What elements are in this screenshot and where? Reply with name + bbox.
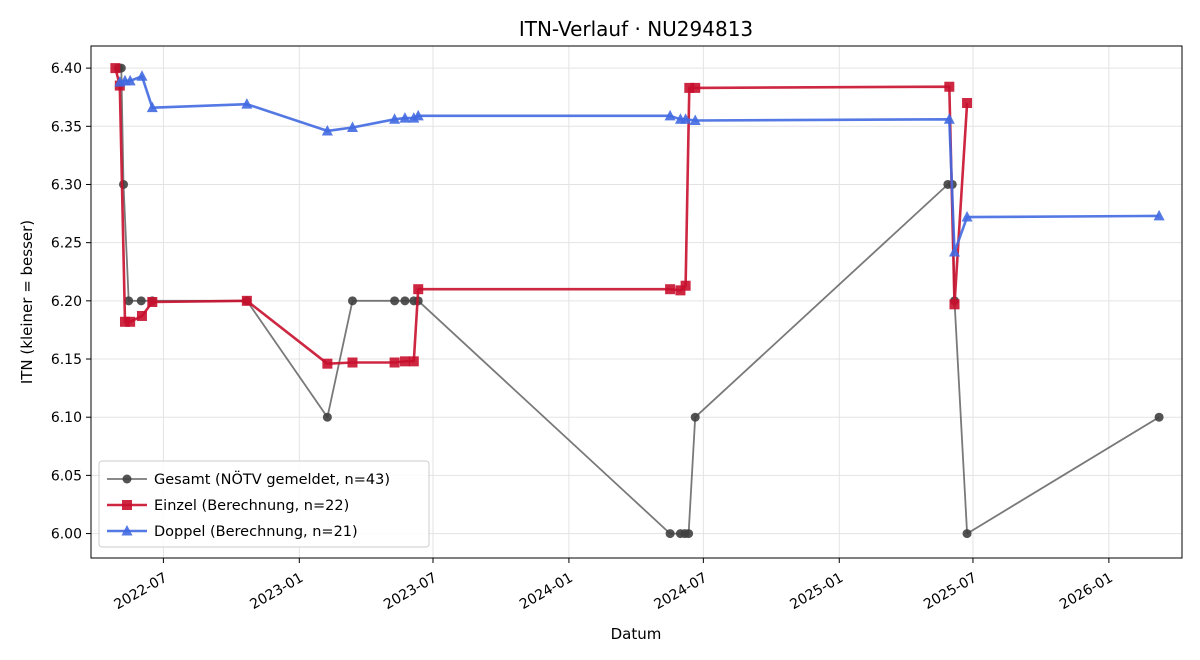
data-point-einzel xyxy=(684,82,695,93)
y-axis-label: ITN (kleiner = besser) xyxy=(18,220,36,384)
data-point-gesamt xyxy=(684,529,694,539)
data-point-einzel xyxy=(665,284,676,295)
grid xyxy=(91,46,1182,558)
data-point-doppel xyxy=(389,113,401,124)
data-point-einzel xyxy=(949,299,960,310)
series-line-doppel xyxy=(119,75,1160,254)
data-point-gesamt xyxy=(347,296,357,306)
data-point-gesamt xyxy=(322,412,332,422)
y-tick-label: 6.05 xyxy=(51,468,82,484)
data-point-gesamt xyxy=(124,296,134,306)
legend-item-gesamt: Gesamt (NÖTV gemeldet, n=43) xyxy=(107,470,390,488)
x-axis-label: Datum xyxy=(611,625,662,643)
data-point-gesamt xyxy=(136,296,146,306)
plot-frame xyxy=(90,45,1183,559)
legend-label-doppel: Doppel (Berechnung, n=21) xyxy=(154,524,358,540)
data-point-doppel xyxy=(146,101,158,113)
series-doppel xyxy=(114,70,1165,257)
chart-title: ITN-Verlauf · NU294813 xyxy=(519,17,753,41)
data-point-doppel xyxy=(412,109,424,121)
data-point-gesamt xyxy=(400,296,410,306)
y-tick-label: 6.00 xyxy=(51,527,82,543)
data-point-einzel xyxy=(408,356,419,367)
data-point-einzel xyxy=(322,358,333,369)
data-point-einzel xyxy=(110,63,121,74)
y-tick-label: 6.25 xyxy=(51,236,82,252)
data-point-einzel xyxy=(413,284,424,295)
data-point-einzel xyxy=(125,316,136,327)
data-point-einzel xyxy=(962,98,973,109)
legend-box xyxy=(98,460,430,548)
legend-label-gesamt: Gesamt (NÖTV gemeldet, n=43) xyxy=(154,470,390,488)
series-gesamt xyxy=(113,63,1164,539)
data-point-doppel xyxy=(321,124,333,136)
data-point-gesamt xyxy=(690,412,700,422)
data-point-einzel xyxy=(944,81,955,92)
data-point-einzel xyxy=(680,280,691,291)
data-point-gesamt xyxy=(119,179,129,189)
y-tick-label: 6.35 xyxy=(51,119,82,135)
data-point-doppel xyxy=(948,245,960,257)
data-point-doppel xyxy=(1153,209,1165,221)
data-point-einzel xyxy=(347,357,358,368)
y-axis: 6.00 6.05 6.10 6.15 6.20 6.25 6.30 6.35 6.40 xyxy=(51,61,91,543)
legend-label-einzel: Einzel (Berechnung, n=22) xyxy=(154,498,349,514)
y-tick-label: 6.30 xyxy=(51,177,82,193)
legend-marker-doppel xyxy=(121,525,133,536)
y-tick-label: 6.10 xyxy=(51,410,82,426)
data-point-einzel xyxy=(675,285,686,296)
data-point-einzel xyxy=(690,82,701,93)
data-point-gesamt xyxy=(962,529,972,539)
data-point-doppel xyxy=(664,109,676,121)
data-point-gesamt xyxy=(1154,412,1164,422)
series-layer xyxy=(110,63,1165,539)
data-point-doppel xyxy=(680,113,692,124)
y-tick-label: 6.20 xyxy=(51,294,82,310)
legend-marker-gesamt xyxy=(122,474,132,484)
data-point-einzel xyxy=(119,316,130,327)
data-point-einzel xyxy=(147,297,158,307)
legend-item-einzel: Einzel (Berechnung, n=22) xyxy=(107,498,349,514)
series-einzel xyxy=(110,63,973,369)
data-point-doppel xyxy=(124,74,136,86)
y-tick-label: 6.15 xyxy=(51,352,82,368)
data-point-doppel xyxy=(689,114,701,125)
data-point-gesamt xyxy=(665,529,675,539)
legend-item-doppel: Doppel (Berechnung, n=21) xyxy=(107,524,358,540)
data-point-doppel xyxy=(346,121,358,132)
y-tick-label: 6.40 xyxy=(51,61,82,77)
data-point-einzel xyxy=(241,295,252,306)
data-point-doppel xyxy=(943,113,955,124)
data-point-einzel xyxy=(136,310,147,321)
data-point-doppel xyxy=(961,211,973,222)
data-point-doppel xyxy=(399,112,411,123)
data-point-gesamt xyxy=(390,296,400,306)
data-point-doppel xyxy=(241,98,253,109)
legend: Gesamt (NÖTV gemeldet, n=43) Einzel (Bere… xyxy=(98,460,430,548)
legend-marker-einzel xyxy=(122,500,132,510)
data-point-doppel xyxy=(136,70,148,81)
data-point-einzel xyxy=(399,356,410,367)
data-point-einzel xyxy=(389,357,400,368)
